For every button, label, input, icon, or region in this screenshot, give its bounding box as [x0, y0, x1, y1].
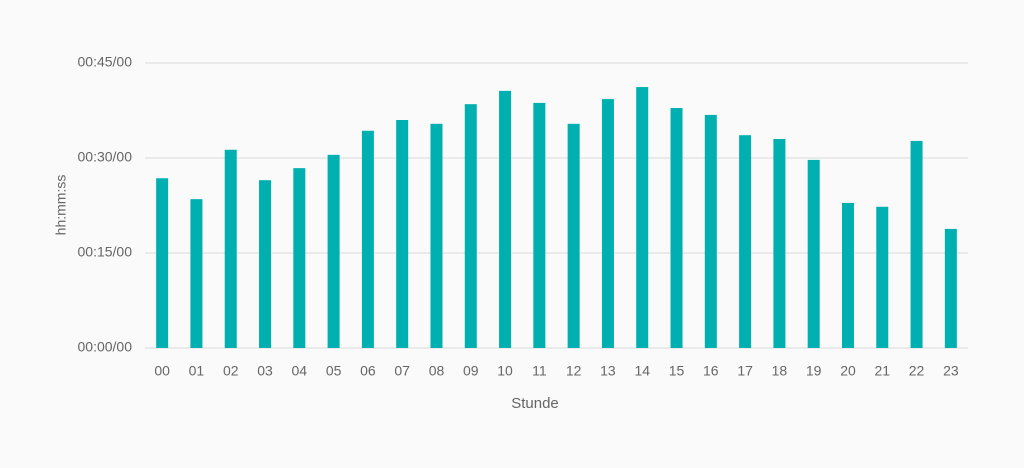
bar	[601, 99, 614, 348]
bar	[499, 90, 512, 348]
x-tick-label: 18	[772, 363, 788, 379]
bar	[841, 202, 854, 348]
x-tick-label: 23	[943, 363, 959, 379]
x-tick-label: 02	[223, 363, 239, 379]
bar	[533, 102, 546, 349]
x-tick-label: 13	[600, 363, 616, 379]
bar	[944, 228, 957, 348]
bar	[670, 107, 683, 348]
bar	[910, 140, 923, 348]
x-tick-label: 16	[703, 363, 719, 379]
x-tick-label: 01	[189, 363, 205, 379]
x-tick-label: 17	[737, 363, 753, 379]
x-tick-label: 08	[429, 363, 445, 379]
bar	[636, 87, 649, 349]
bar	[464, 104, 477, 349]
y-tick-label: 00:15/00	[78, 244, 133, 260]
x-tick-label: 12	[566, 363, 582, 379]
bar	[396, 120, 409, 348]
x-tick-label: 11	[532, 363, 547, 379]
bar	[224, 149, 237, 348]
y-tick-label: 00:00/00	[78, 339, 133, 355]
x-tick-label: 07	[394, 363, 410, 379]
bar	[259, 180, 272, 348]
bar	[190, 199, 203, 348]
x-tick-label: 14	[634, 363, 650, 379]
x-tick-label: 15	[669, 363, 685, 379]
y-axis-title: hh:mm:ss	[53, 175, 69, 236]
bar	[704, 114, 717, 348]
x-tick-label: 20	[840, 363, 856, 379]
x-axis-title: Stunde	[511, 395, 559, 412]
x-tick-label: 00	[154, 363, 170, 379]
x-tick-label: 09	[463, 363, 479, 379]
x-tick-label: 03	[257, 363, 273, 379]
x-tick-label: 04	[292, 363, 308, 379]
bar	[293, 168, 306, 348]
x-tick-label: 19	[806, 363, 822, 379]
x-tick-label: 05	[326, 363, 342, 379]
bar	[739, 135, 752, 348]
x-tick-label: 21	[874, 363, 890, 379]
x-tick-label: 22	[909, 363, 925, 379]
bar	[156, 178, 169, 348]
bar	[567, 123, 580, 348]
bar	[327, 154, 340, 348]
x-tick-label: 06	[360, 363, 376, 379]
y-tick-label: 00:30/00	[78, 149, 133, 165]
x-tick-label: 10	[497, 363, 513, 379]
bar	[430, 123, 443, 348]
y-tick-label: 00:45/00	[78, 54, 133, 70]
bar	[773, 139, 786, 348]
bar	[807, 159, 820, 348]
bar	[361, 130, 374, 348]
bar	[876, 206, 889, 348]
